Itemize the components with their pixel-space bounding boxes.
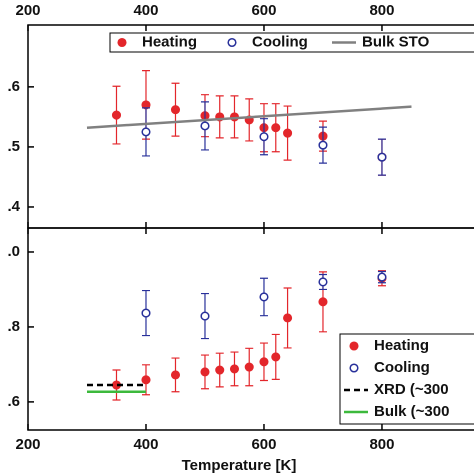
legend-label: Cooling (252, 33, 308, 50)
legend-label: Bulk STO (362, 33, 430, 50)
data-point (259, 292, 269, 302)
legend-label: Cooling (374, 359, 430, 376)
legend-swatch (227, 37, 237, 48)
data-point (318, 297, 328, 307)
x-tick-label: 400 (133, 2, 158, 19)
data-point (271, 352, 281, 362)
data-point (200, 121, 210, 131)
y-tick-label: .8 (7, 318, 20, 335)
data-point (283, 128, 293, 138)
data-point (283, 313, 293, 323)
data-point (259, 132, 269, 142)
data-point (141, 308, 151, 318)
y-tick-label: .5 (7, 138, 20, 155)
x-tick-label: 400 (133, 436, 158, 453)
data-point (259, 357, 269, 367)
data-point (244, 362, 254, 372)
plot-frame (27, 227, 474, 431)
x-tick-label: 600 (251, 436, 276, 453)
legend-box (339, 333, 474, 425)
x-tick-label: 800 (369, 436, 394, 453)
y-tick-label: .6 (7, 393, 20, 410)
data-point (215, 365, 225, 375)
legend-label: Heating (142, 33, 197, 50)
data-point (170, 370, 181, 380)
data-point (318, 277, 328, 287)
data-point (271, 123, 281, 133)
legend-label: Heating (374, 337, 429, 354)
x-tick-label: 200 (15, 2, 40, 19)
y-tick-label: .0 (7, 243, 20, 260)
data-point (229, 364, 240, 374)
data-point (318, 140, 328, 150)
data-point (141, 375, 151, 385)
x-axis-label: Temperature [K] (182, 457, 297, 474)
data-point (200, 367, 210, 377)
data-point (377, 272, 387, 282)
data-point (111, 110, 122, 120)
y-tick-label: .6 (7, 78, 20, 95)
x-tick-label: 800 (369, 2, 394, 19)
legend-box (109, 32, 474, 53)
y-tick-label: .4 (7, 198, 20, 215)
data-point (141, 127, 151, 137)
legend-swatch (117, 37, 127, 48)
data-point (377, 152, 387, 162)
data-point (200, 311, 210, 321)
x-tick-label: 600 (251, 2, 276, 19)
data-point (170, 105, 181, 115)
reference-line (86, 105, 412, 129)
legend-label: XRD (~300 (374, 381, 449, 398)
x-tick-label: 200 (15, 436, 40, 453)
legend-swatch (349, 341, 359, 351)
legend-swatch (349, 363, 359, 373)
legend-label: Bulk (~300 (374, 403, 449, 420)
